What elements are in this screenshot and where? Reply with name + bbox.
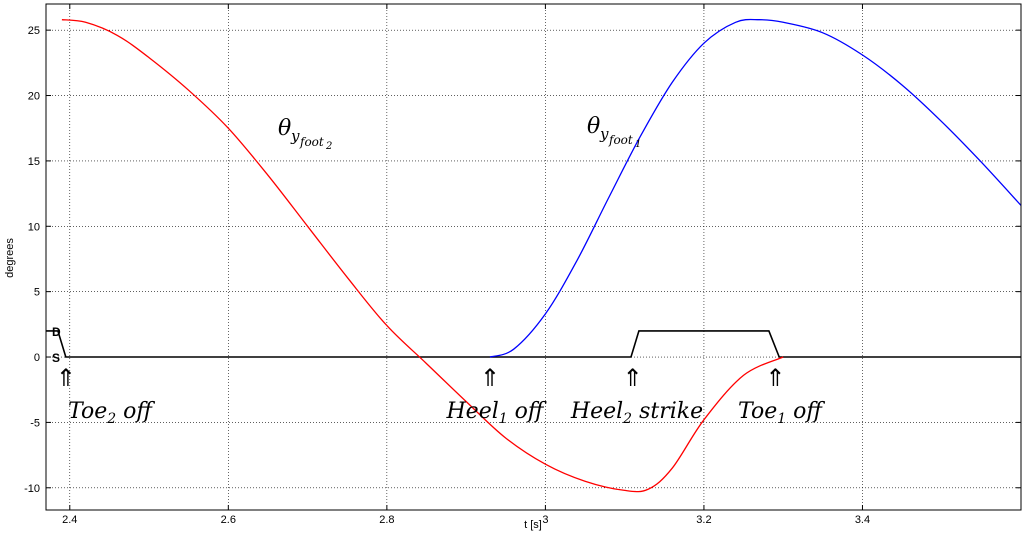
y-tick-label: 0 <box>34 352 40 364</box>
series-label-theta: θ <box>278 116 291 141</box>
grid-lines <box>46 4 1021 510</box>
double-support-label: D <box>52 325 61 339</box>
series-label-subsub: foot <box>608 133 633 147</box>
series-label-subsub: foot <box>299 135 324 149</box>
y-tick-label: -5 <box>30 417 40 429</box>
event-arrow: ⇑ <box>765 364 785 392</box>
series-label-subsubsub: 2 <box>325 141 332 152</box>
x-axis-label: t [s] <box>524 519 542 531</box>
event-arrow: ⇑ <box>480 364 500 392</box>
y-tick-label: 20 <box>28 91 40 103</box>
event-label: Heel1 off <box>445 399 546 427</box>
series-label-sub: y <box>290 127 300 145</box>
x-tick-label: 2.4 <box>62 514 77 526</box>
event-label: Heel2 strike <box>570 399 703 427</box>
support-phase-line <box>46 330 1021 358</box>
x-tick-label: 3 <box>542 514 548 526</box>
event-label: Toe2 off <box>68 399 155 427</box>
event-arrow: ⇑ <box>56 364 76 392</box>
series-line-foot1 <box>489 18 1022 358</box>
series-label-foot2: θ y foot 2 <box>278 116 332 152</box>
series-label-theta: θ <box>587 114 600 139</box>
y-tick-label: -10 <box>24 483 40 495</box>
y-tick-label: 10 <box>28 221 40 233</box>
y-axis-label: degrees <box>4 238 16 278</box>
x-tick-label: 3.2 <box>696 514 711 526</box>
axis-ticks: 2.4 2.6 2.8 3 3.2 3.4 -10 -5 0 5 10 15 20 25 <box>24 4 1021 526</box>
series-layer <box>46 18 1022 493</box>
event-arrow: ⇑ <box>623 364 643 392</box>
series-label-subsubsub: 1 <box>635 139 641 150</box>
event-label: Toe1 off <box>738 399 825 427</box>
x-tick-label: 2.8 <box>379 514 394 526</box>
y-tick-label: 5 <box>34 287 40 299</box>
series-label-foot1: θ y foot 1 <box>587 114 641 150</box>
annotations: θ y foot 2θ y foot 1DS⇑Toe2 off⇑Heel1 off⇑Heel… <box>52 114 825 427</box>
plot-frame <box>45 3 1022 511</box>
x-tick-label: 3.4 <box>855 514 870 526</box>
x-tick-label: 2.6 <box>221 514 236 526</box>
series-line-foot2 <box>61 19 784 493</box>
y-tick-label: 15 <box>28 156 40 168</box>
single-support-label: S <box>52 351 60 365</box>
series-label-sub: y <box>599 125 609 143</box>
y-tick-label: 25 <box>28 25 40 37</box>
